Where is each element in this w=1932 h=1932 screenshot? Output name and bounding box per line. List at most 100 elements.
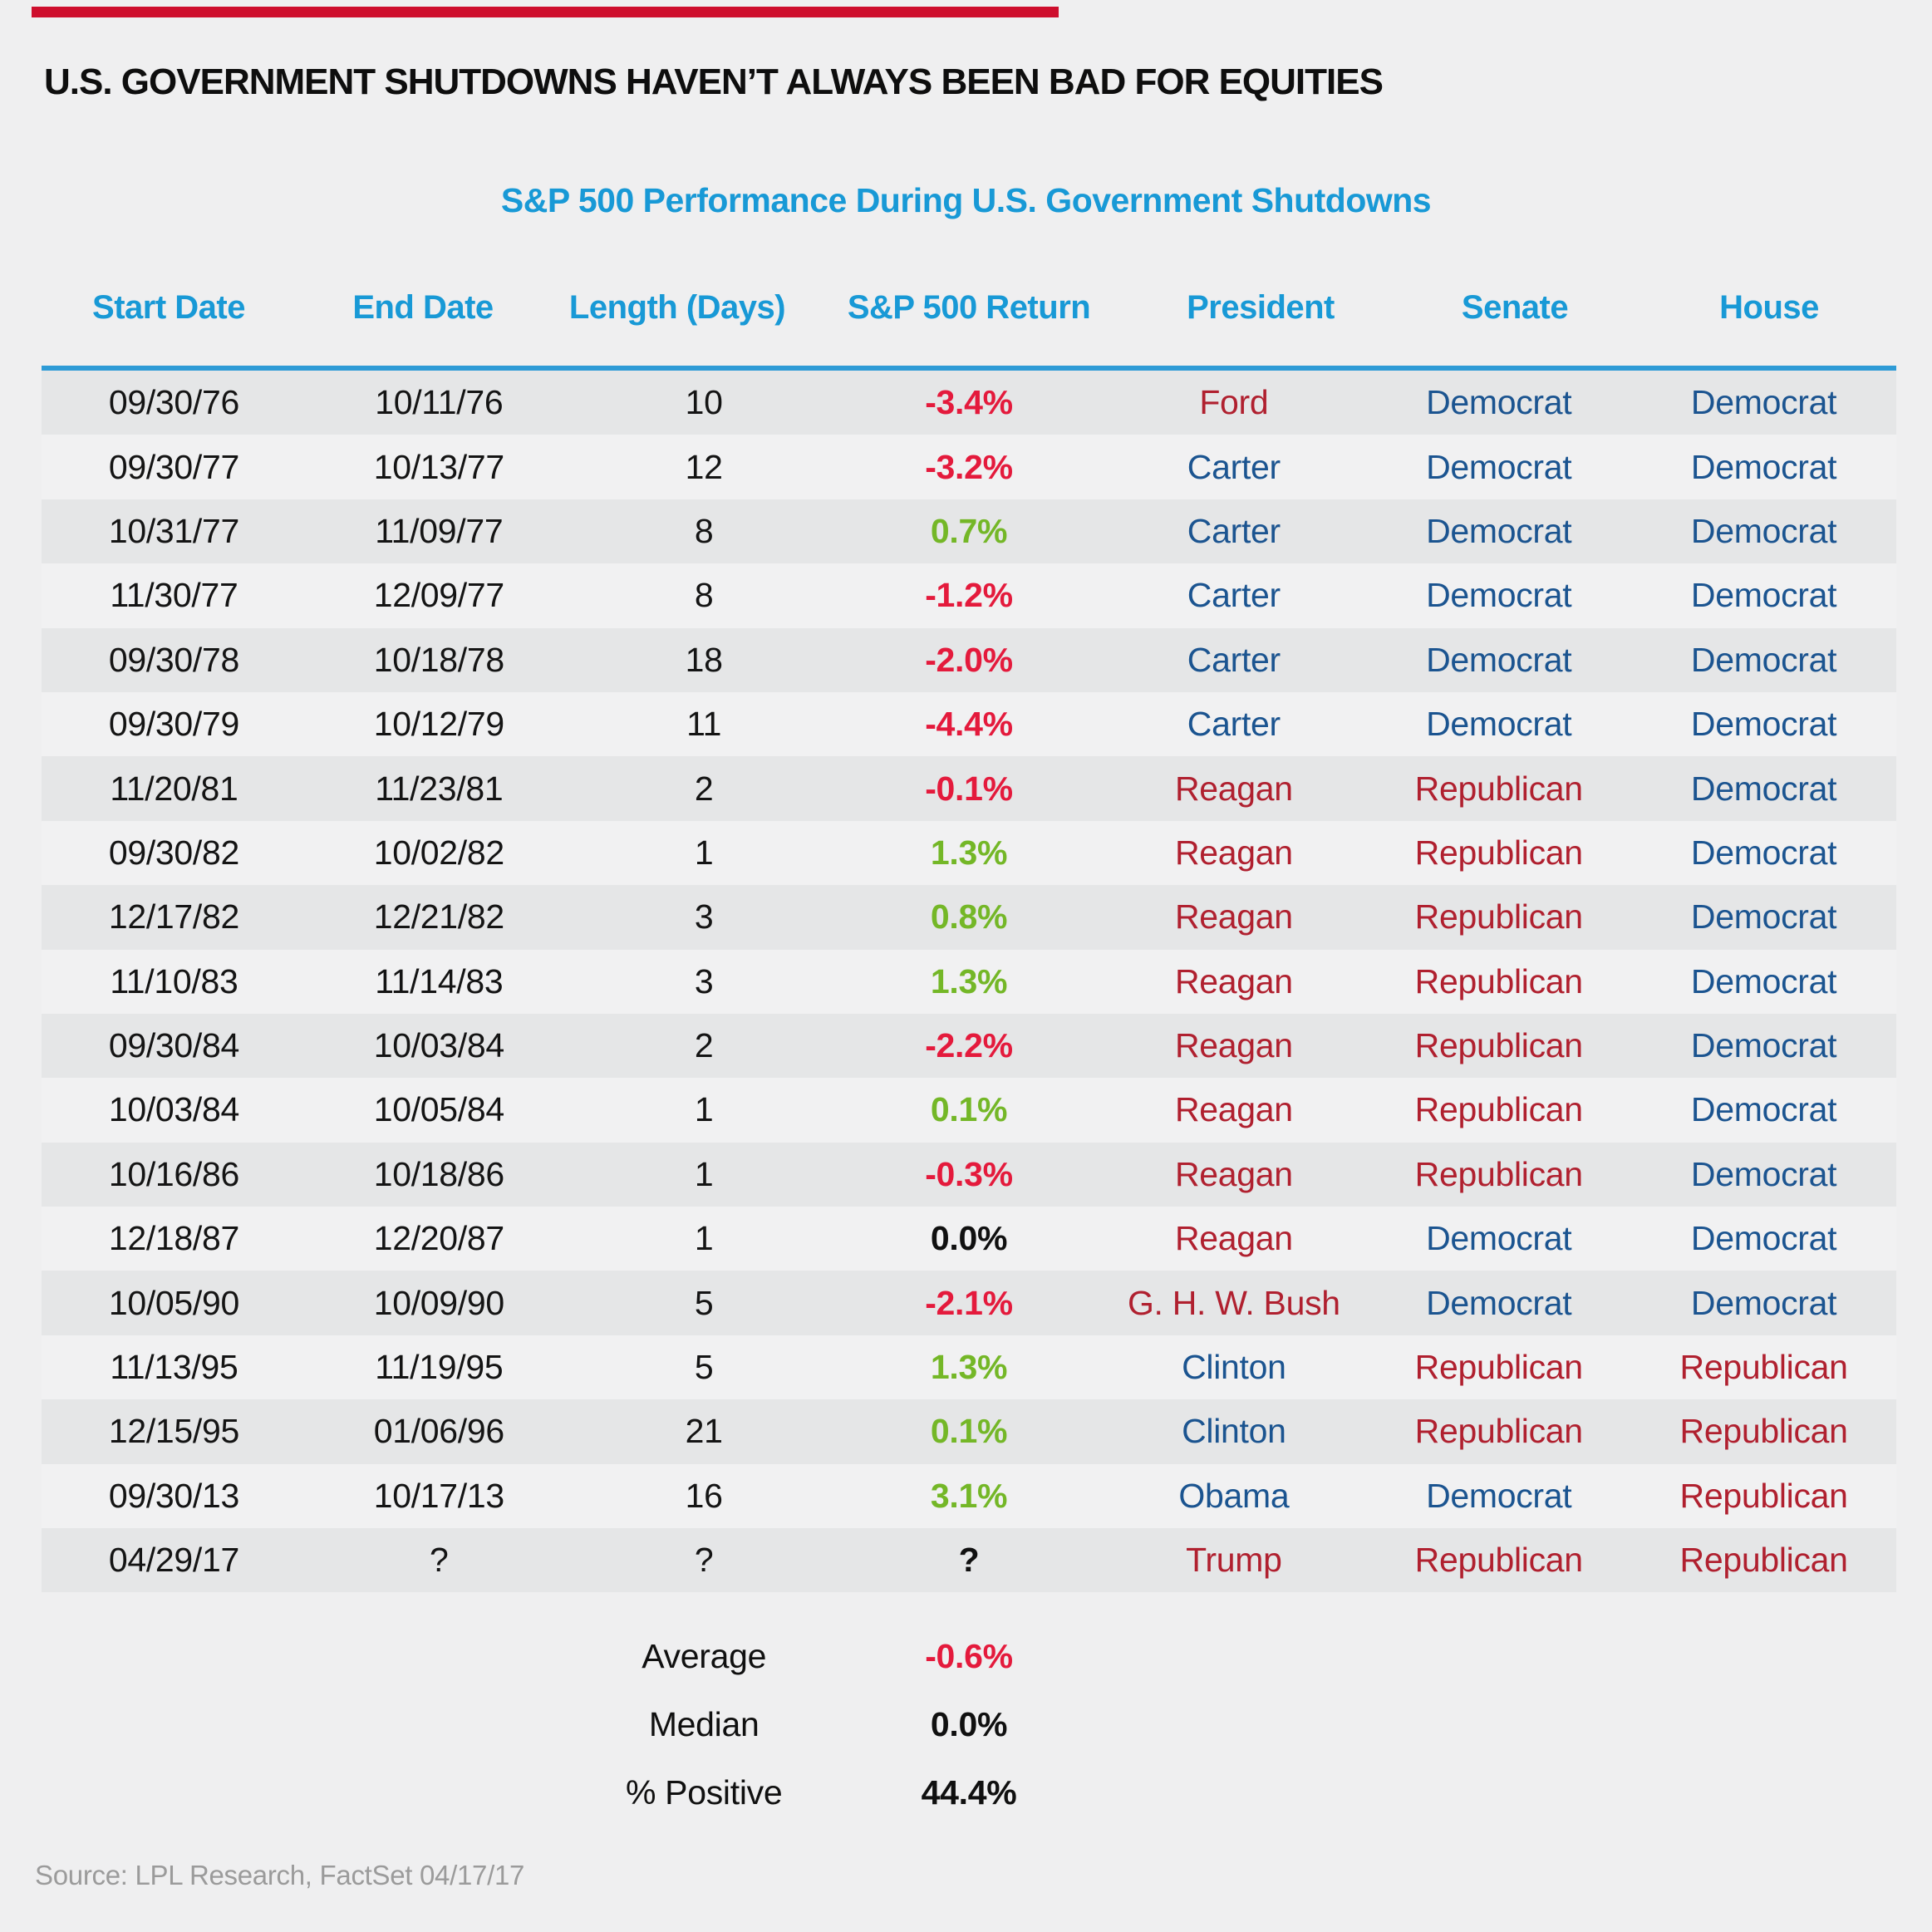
- cell-sp500-return: -0.1%: [925, 769, 1013, 808]
- cell-president: Carter: [1187, 705, 1281, 744]
- summary-value-average: -0.6%: [925, 1636, 1013, 1675]
- cell-sp500-return: 1.3%: [930, 961, 1008, 1000]
- summary-label-percent-positive: % Positive: [625, 1772, 783, 1812]
- cell-end-date: 10/03/84: [373, 1026, 505, 1065]
- cell-start-date: 12/15/95: [108, 1412, 240, 1451]
- cell-house: Democrat: [1690, 1154, 1837, 1193]
- cell-length-days: 1: [694, 1154, 714, 1193]
- cell-start-date: 10/16/86: [108, 1154, 240, 1193]
- column-header-senate: Senate: [1461, 289, 1569, 326]
- chart-subtitle: S&P 500 Performance During U.S. Governme…: [500, 181, 1432, 219]
- cell-length-days: 3: [694, 961, 714, 1000]
- table-row: 12/15/95 01/06/96 21 0.1% Clinton Republican R…: [42, 1399, 1896, 1464]
- red-accent-bar: [32, 7, 1059, 17]
- cell-end-date: 10/11/76: [375, 383, 504, 422]
- cell-start-date: 12/18/87: [108, 1219, 240, 1258]
- summary-label-average: Average: [642, 1636, 767, 1675]
- cell-president: Obama: [1178, 1476, 1290, 1515]
- cell-sp500-return: 0.1%: [930, 1090, 1008, 1129]
- summary-value-median: 0.0%: [930, 1704, 1008, 1743]
- cell-senate: Democrat: [1426, 511, 1572, 550]
- cell-start-date: 11/10/83: [110, 961, 238, 1000]
- cell-senate: Democrat: [1426, 1476, 1572, 1515]
- table-row: 10/03/84 10/05/84 1 0.1% Reagan Republican Dem…: [42, 1078, 1896, 1143]
- cell-end-date: 12/09/77: [373, 576, 505, 615]
- cell-length-days: 1: [694, 1219, 714, 1258]
- cell-sp500-return: -3.2%: [925, 447, 1013, 486]
- cell-house: Democrat: [1690, 640, 1837, 679]
- cell-end-date: 10/18/78: [373, 640, 505, 679]
- cell-president: Reagan: [1174, 1090, 1293, 1129]
- table-row: 09/30/78 10/18/78 18 -2.0% Carter Democrat Dem…: [42, 627, 1896, 692]
- cell-house: Democrat: [1690, 447, 1837, 486]
- cell-sp500-return: 1.3%: [930, 1348, 1008, 1387]
- cell-president: Reagan: [1174, 1154, 1293, 1193]
- cell-end-date: 10/13/77: [373, 447, 505, 486]
- cell-end-date: 10/09/90: [373, 1283, 505, 1322]
- cell-length-days: 21: [685, 1412, 723, 1451]
- cell-senate: Democrat: [1426, 576, 1572, 615]
- cell-start-date: 12/17/82: [108, 897, 240, 937]
- cell-senate: Republican: [1414, 1412, 1583, 1451]
- cell-house: Democrat: [1690, 576, 1837, 615]
- cell-end-date: 12/20/87: [373, 1219, 505, 1258]
- summary-label-median: Median: [648, 1704, 760, 1743]
- cell-president: Clinton: [1182, 1348, 1286, 1387]
- cell-end-date: 10/02/82: [373, 833, 505, 872]
- cell-senate: Republican: [1414, 1026, 1583, 1065]
- cell-sp500-return: 0.1%: [930, 1412, 1008, 1451]
- cell-senate: Republican: [1414, 769, 1583, 808]
- cell-start-date: 09/30/13: [108, 1476, 240, 1515]
- cell-length-days: 11: [686, 705, 722, 744]
- cell-sp500-return: 0.0%: [930, 1219, 1008, 1258]
- cell-start-date: 11/30/77: [110, 576, 238, 615]
- cell-president: Reagan: [1174, 1219, 1293, 1258]
- cell-end-date: 12/21/82: [373, 897, 505, 937]
- table-row: 04/29/17??? Trump Republican Republican: [42, 1528, 1896, 1593]
- cell-president: G. H. W. Bush: [1127, 1283, 1340, 1322]
- cell-end-date: 01/06/96: [373, 1412, 505, 1451]
- column-header-sp500-return: S&P 500 Return: [847, 289, 1091, 326]
- cell-length-days: 1: [694, 833, 714, 872]
- cell-president: Clinton: [1182, 1412, 1286, 1451]
- cell-house: Democrat: [1690, 1219, 1837, 1258]
- cell-length-days: 2: [694, 1026, 714, 1065]
- table-row: 11/20/81 11/23/81 2 -0.1% Reagan Republican De…: [42, 756, 1896, 821]
- cell-president: Carter: [1187, 447, 1281, 486]
- cell-senate: Republican: [1414, 1348, 1583, 1387]
- cell-house: Republican: [1679, 1412, 1848, 1451]
- table-row: 09/30/77 10/13/77 12 -3.2% Carter Democrat Dem…: [42, 435, 1896, 499]
- cell-senate: Democrat: [1426, 1283, 1572, 1322]
- cell-start-date: 10/03/84: [108, 1090, 240, 1129]
- cell-end-date: ?: [430, 1541, 449, 1580]
- cell-end-date: 10/18/86: [373, 1154, 505, 1193]
- table-row: 12/17/82 12/21/82 3 0.8% Reagan Republican Dem…: [42, 885, 1896, 950]
- cell-sp500-return: ?: [958, 1541, 980, 1580]
- summary-row-average: Average -0.6%: [42, 1622, 1896, 1690]
- cell-senate: Republican: [1414, 1541, 1583, 1580]
- cell-house: Republican: [1679, 1348, 1848, 1387]
- cell-sp500-return: 0.7%: [930, 511, 1008, 550]
- cell-length-days: 16: [685, 1476, 723, 1515]
- cell-start-date: 09/30/82: [108, 833, 240, 872]
- cell-length-days: 5: [694, 1348, 714, 1387]
- cell-start-date: 10/31/77: [108, 511, 240, 550]
- table-header-row: Start Date End Date Length (Days) S&P 50…: [42, 249, 1896, 371]
- table-row: 12/18/87 12/20/87 1 0.0% Reagan Democrat Democ…: [42, 1207, 1896, 1271]
- cell-president: Reagan: [1174, 897, 1293, 937]
- cell-house: Democrat: [1690, 961, 1837, 1000]
- summary-row-percent-positive: % Positive 44.4%: [42, 1758, 1896, 1826]
- cell-president: Carter: [1187, 640, 1281, 679]
- cell-senate: Democrat: [1426, 383, 1572, 422]
- table-row: 09/30/13 10/17/13 16 3.1% Obama Democrat Repub…: [42, 1463, 1896, 1529]
- cell-start-date: 09/30/77: [108, 447, 240, 486]
- cell-senate: Democrat: [1426, 640, 1572, 679]
- cell-sp500-return: 0.8%: [930, 897, 1008, 937]
- cell-length-days: 2: [694, 769, 714, 808]
- cell-length-days: ?: [694, 1541, 714, 1580]
- cell-president: Reagan: [1174, 769, 1293, 808]
- cell-length-days: 8: [694, 511, 714, 550]
- cell-sp500-return: -4.4%: [925, 705, 1013, 744]
- page-title: U.S. GOVERNMENT SHUTDOWNS HAVEN’T ALWAYS…: [44, 61, 1384, 102]
